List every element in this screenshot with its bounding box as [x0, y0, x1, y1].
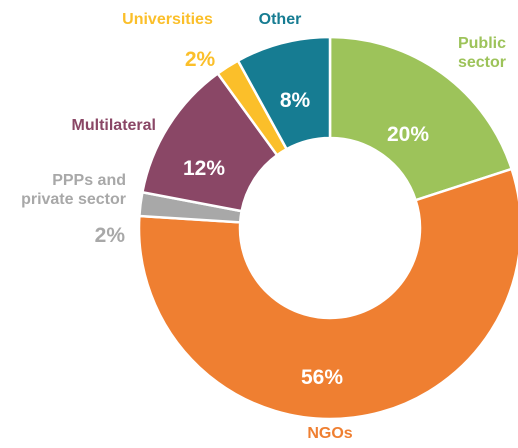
value-label: 8% — [279, 89, 311, 112]
slice-label: Public sector — [457, 35, 507, 71]
slice-label: Other — [258, 11, 302, 28]
value-label: 12% — [182, 157, 226, 180]
value-label: 20% — [386, 123, 430, 146]
slice-label: Universities — [122, 11, 213, 28]
donut-slice — [236, 35, 332, 151]
value-label: 2% — [184, 48, 216, 71]
slice-label: Multilateral — [71, 117, 156, 134]
donut-slice — [328, 35, 514, 202]
slice-label: NGOs — [307, 425, 353, 442]
value-label: 2% — [94, 224, 125, 247]
value-label: 56% — [300, 366, 344, 389]
slice-label: PPPs and private sector — [21, 172, 126, 208]
donut-slice — [137, 167, 518, 421]
